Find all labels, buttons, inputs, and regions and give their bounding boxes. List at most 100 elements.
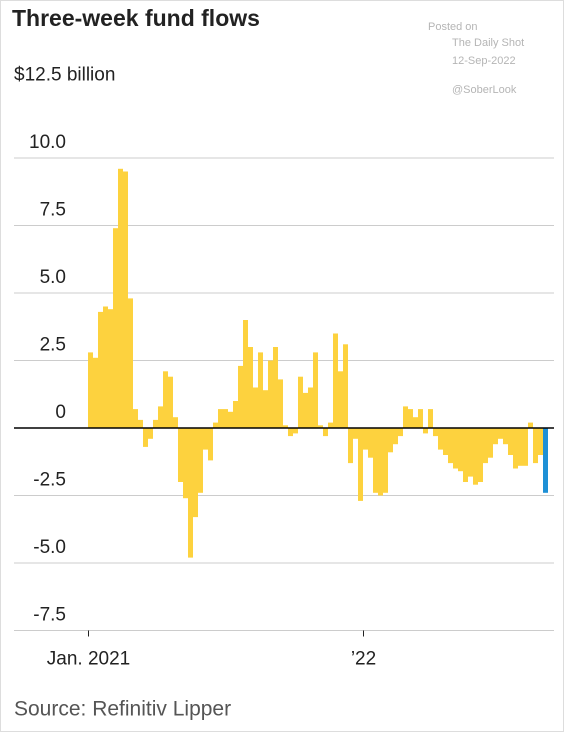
bar [193,428,198,518]
y-tick-label: 7.5 [40,200,66,221]
bar [253,387,258,428]
bar [508,428,513,455]
bar [443,428,448,455]
bar [403,406,408,428]
bar [218,409,223,428]
bar [343,344,348,428]
bar [163,371,168,428]
bar [478,428,483,482]
bar [338,371,343,428]
bar [483,428,488,464]
bar [398,428,403,437]
bar [248,347,253,428]
bar [393,428,398,445]
bar [488,428,493,458]
bar [108,309,113,428]
bar [408,409,413,428]
watermark: Posted on [428,21,478,33]
bar [233,401,238,428]
bar [258,352,263,428]
bar [528,422,533,428]
chart-title: Three-week fund flows [12,5,260,31]
bar [303,392,308,428]
bar [358,428,363,501]
bar [88,352,93,428]
bar [293,428,298,434]
bar [213,422,218,428]
bar [413,417,418,428]
bar [188,428,193,558]
bar [133,409,138,428]
bar [273,347,278,428]
y-tick-label: 10.0 [29,132,66,153]
bar [123,171,128,428]
bar [183,428,188,499]
bar [353,428,358,439]
bar [268,360,273,428]
bar [453,428,458,469]
y-tick-label: -5.0 [33,537,66,558]
source: Source: Refinitiv Lipper [14,698,231,721]
bar [208,428,213,461]
bar [473,428,478,485]
bar [168,376,173,428]
bar [203,428,208,450]
bar [283,425,288,428]
bar [138,419,143,428]
bar [493,428,498,445]
bar [468,428,473,477]
bar [383,428,388,493]
bar [328,422,333,428]
bar [498,428,503,439]
bar [503,428,508,445]
bar [333,333,338,428]
bar [98,311,103,428]
x-tick-label: Jan. 2021 [47,649,130,670]
bar [513,428,518,469]
bar [373,428,378,493]
bar [448,428,453,464]
bar [148,428,153,439]
bar [428,409,433,428]
bar [433,428,438,437]
bar [323,428,328,437]
y-tick-label: $12.5 billion [14,65,115,86]
bar [543,428,548,493]
bar [438,428,443,450]
y-tick-label: -7.5 [33,605,66,626]
bar [128,298,133,428]
bar [348,428,353,464]
bar [298,376,303,428]
bar [118,168,123,429]
bar [263,390,268,428]
bar [463,428,468,482]
bar [278,379,283,428]
bar [243,320,248,428]
bar [113,228,118,428]
bar [523,428,528,466]
bar [418,409,423,428]
bar [288,428,293,437]
bar [518,428,523,466]
bar [103,306,108,428]
watermark: 12-Sep-2022 [452,55,516,67]
bar [143,428,148,447]
bar [388,428,393,453]
bar [228,411,233,428]
bar [308,387,313,428]
bar [458,428,463,472]
bar [223,409,228,428]
bar [153,419,158,428]
bar [368,428,373,458]
bar [538,428,543,455]
bar [238,365,243,428]
bar [198,428,203,493]
y-tick-label: -2.5 [33,470,66,491]
y-tick-label: 5.0 [40,267,66,288]
bar [173,417,178,428]
bar [423,428,428,434]
y-tick-label: 0 [55,402,66,423]
watermark: The Daily Shot [452,37,524,49]
bar [158,406,163,428]
